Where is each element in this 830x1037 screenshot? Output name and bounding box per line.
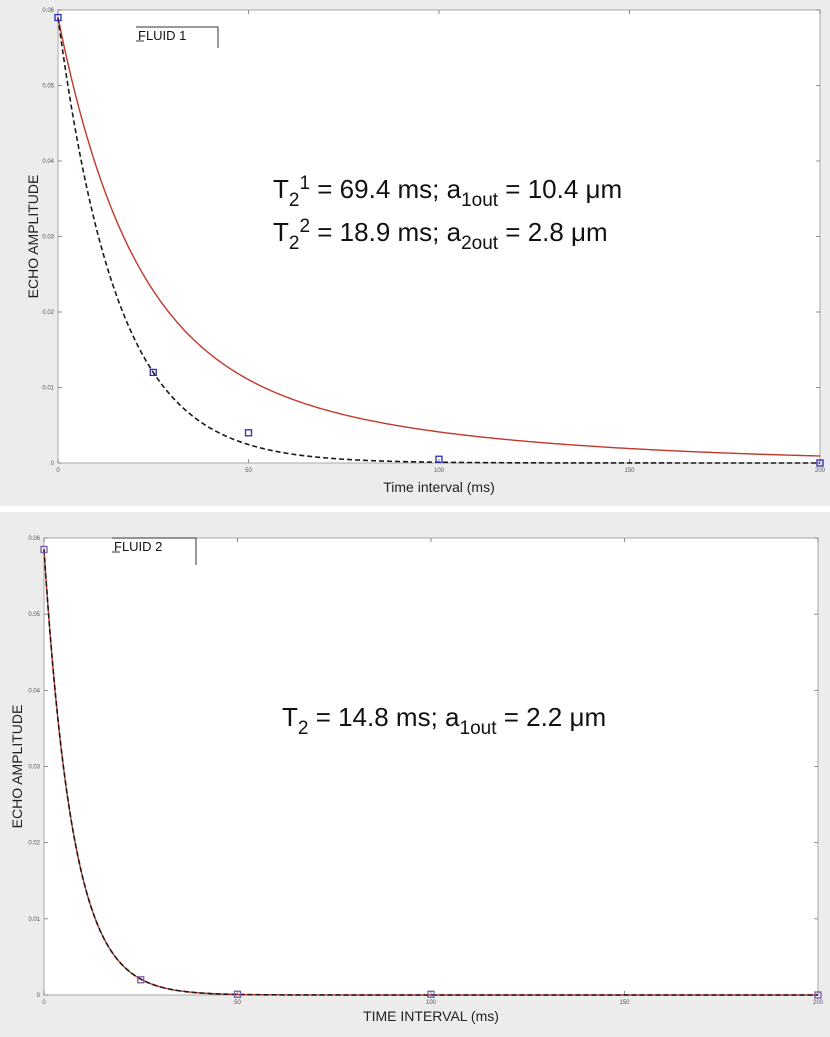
y-tick-label: 0.02: [42, 310, 54, 316]
legend-box: [136, 26, 219, 48]
y-tick-label: 0.01: [42, 386, 54, 392]
legend-box: [112, 537, 197, 565]
y-tick-label: 0.01: [28, 917, 40, 923]
y-axis-label: ECHO AMPLITUDE: [25, 175, 41, 299]
solid-fit-curve: [57, 17, 821, 457]
y-axis-label: ECHO AMPLITUDE: [9, 705, 25, 829]
data-point: [54, 13, 62, 22]
y-tick-label: 0: [51, 461, 55, 467]
chart-panel-fluid-1: 0 50 100 150 200 0 0.01 0.02 0.03 0.04 0.05 0.06 Tim…: [0, 0, 830, 506]
chart-panel-fluid-2: 0 50 100 150 200 0 0.01 0.02 0.03 0.04 0.05 0.06 TIM…: [0, 512, 830, 1037]
data-point: [40, 545, 48, 554]
x-tick-label: 100: [426, 1000, 437, 1006]
data-point: [137, 976, 145, 984]
fit-annotation: T2 = 14.8 ms; a1out = 2.2 μm: [282, 702, 606, 739]
legend-label: FLUID 2: [114, 539, 162, 554]
y-tick-label: 0.03: [42, 235, 54, 241]
x-tick-label: 150: [619, 1000, 630, 1006]
y-tick-label: 0.06: [28, 536, 40, 542]
x-tick-label: 200: [815, 468, 826, 474]
x-axis-label: Time interval (ms): [383, 479, 495, 495]
plot-area: [57, 9, 821, 464]
data-point: [233, 990, 242, 998]
x-tick-label: 0: [56, 468, 60, 474]
data-point: [149, 368, 157, 377]
plot-area: [43, 537, 819, 996]
y-tick-label: 0: [37, 993, 41, 999]
x-tick-label: 50: [245, 468, 252, 474]
x-axis-label: TIME INTERVAL (ms): [363, 1008, 499, 1024]
legend-label: FLUID 1: [138, 28, 186, 43]
y-tick-label: 0.05: [28, 612, 40, 618]
x-tick-label: 50: [234, 1000, 241, 1006]
y-tick-label: 0.06: [42, 8, 54, 14]
fit-annotation: T21 = 69.4 ms; a1out = 10.4 μm: [273, 173, 622, 211]
y-tick-label: 0.03: [28, 765, 40, 771]
dashed-fit-curve: [43, 549, 818, 996]
data-point: [244, 429, 253, 437]
data-point: [816, 459, 824, 467]
chart-fluid-1: 0 50 100 150 200 0 0.01 0.02 0.03 0.04 0.05 0.06 Tim…: [25, 8, 826, 495]
y-tick-label: 0.04: [42, 159, 54, 165]
data-point: [814, 991, 822, 999]
x-tick-label: 100: [434, 468, 445, 474]
fit-annotation: T22 = 18.9 ms; a2out = 2.8 μm: [273, 216, 608, 254]
x-tick-label: 0: [42, 1000, 46, 1006]
x-tick-label: 150: [624, 468, 635, 474]
y-tick-label: 0.02: [28, 841, 40, 847]
y-tick-label: 0.04: [28, 688, 40, 694]
data-point: [427, 990, 435, 998]
y-tick-label: 0.05: [42, 84, 54, 90]
x-tick-label: 200: [813, 1000, 824, 1006]
chart-fluid-2: 0 50 100 150 200 0 0.01 0.02 0.03 0.04 0.05 0.06 TIM…: [9, 536, 824, 1024]
data-point: [435, 455, 443, 463]
